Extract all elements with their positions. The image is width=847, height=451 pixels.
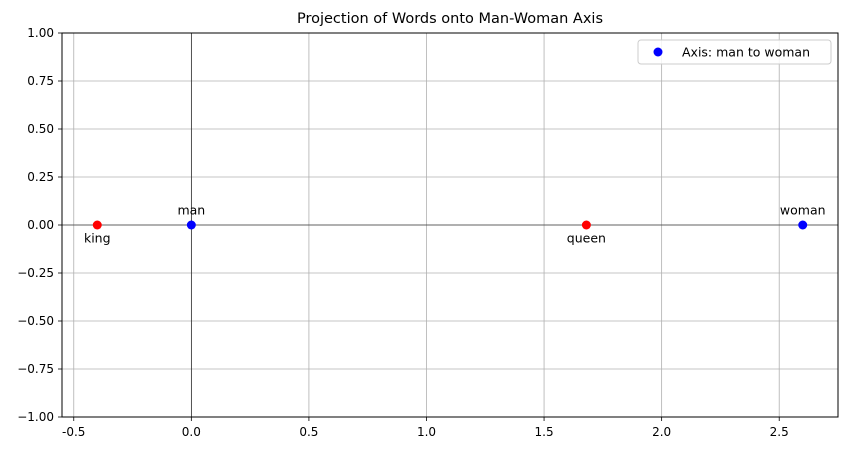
- y-tick-label: −1.00: [17, 410, 54, 424]
- y-tick-label: 1.00: [27, 26, 54, 40]
- point-label-king: king: [84, 231, 111, 246]
- point-man: [186, 220, 196, 230]
- y-tick-label: −0.50: [17, 314, 54, 328]
- x-tick-label: 2.5: [770, 425, 789, 439]
- point-label-man: man: [177, 203, 205, 218]
- legend-marker: [653, 47, 663, 57]
- point-label-queen: queen: [567, 231, 606, 246]
- x-axis: -0.5 0.0 0.5 1.0 1.5 2.0 2.5: [62, 417, 789, 439]
- x-tick-label: -0.5: [62, 425, 85, 439]
- data-points: [92, 220, 808, 230]
- point-woman: [798, 220, 808, 230]
- y-tick-label: 0.50: [27, 122, 54, 136]
- legend-box: [637, 39, 832, 65]
- y-tick-label: 0.00: [27, 218, 54, 232]
- legend-label: Axis: man to woman: [682, 45, 810, 60]
- x-tick-label: 0.0: [182, 425, 201, 439]
- legend: Axis: man to woman: [637, 39, 832, 65]
- y-tick-label: 0.75: [27, 74, 54, 88]
- chart-title: Projection of Words onto Man-Woman Axis: [297, 11, 603, 27]
- x-tick-label: 0.5: [299, 425, 318, 439]
- y-tick-label: −0.75: [17, 362, 54, 376]
- point-labels: man woman king queen: [84, 203, 826, 246]
- y-tick-label: 0.25: [27, 170, 54, 184]
- y-axis: 1.00 0.75 0.50 0.25 0.00 −0.25 −0.50 −0.75 −1.00: [17, 26, 62, 424]
- point-queen: [581, 220, 591, 230]
- point-label-woman: woman: [780, 203, 826, 218]
- x-tick-label: 2.0: [652, 425, 671, 439]
- point-king: [92, 220, 102, 230]
- x-tick-label: 1.0: [417, 425, 436, 439]
- x-tick-label: 1.5: [535, 425, 554, 439]
- y-tick-label: −0.25: [17, 266, 54, 280]
